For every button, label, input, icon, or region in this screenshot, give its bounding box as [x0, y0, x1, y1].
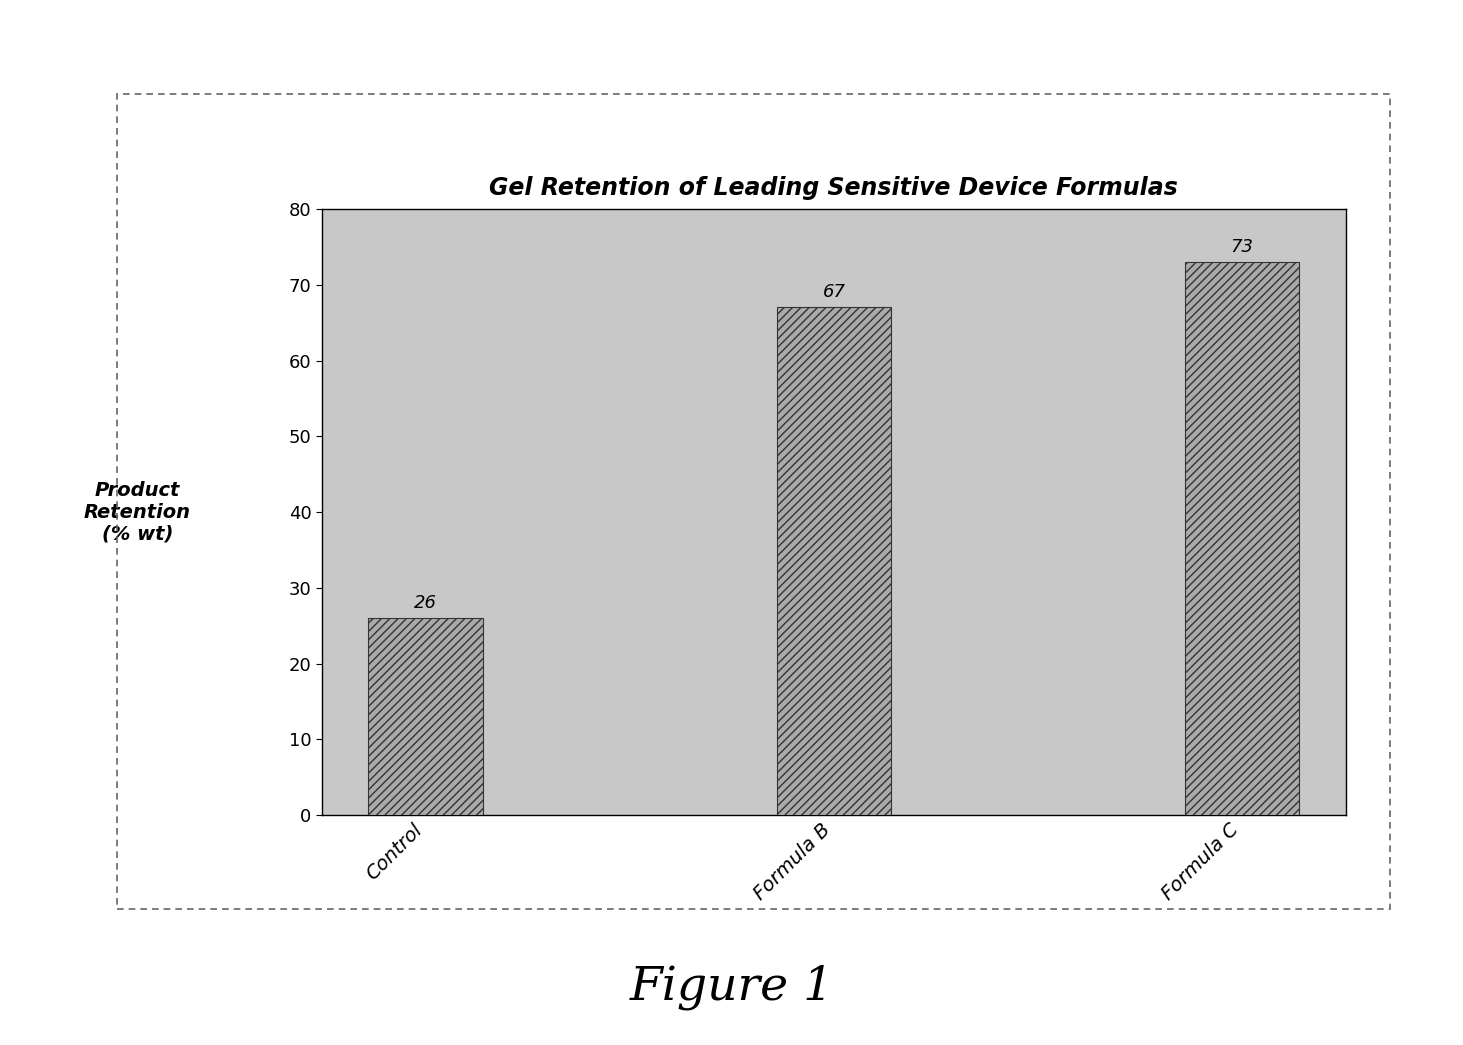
Text: 67: 67: [822, 283, 846, 301]
Text: Figure 1: Figure 1: [629, 965, 834, 1011]
Title: Gel Retention of Leading Sensitive Device Formulas: Gel Retention of Leading Sensitive Devic…: [490, 177, 1178, 200]
Text: 73: 73: [1230, 238, 1254, 256]
Bar: [777, 307, 891, 815]
Text: Product
Retention
(% wt): Product Retention (% wt): [83, 481, 192, 543]
Text: 26: 26: [414, 594, 437, 612]
Bar: [369, 618, 483, 815]
Bar: [1185, 262, 1299, 815]
